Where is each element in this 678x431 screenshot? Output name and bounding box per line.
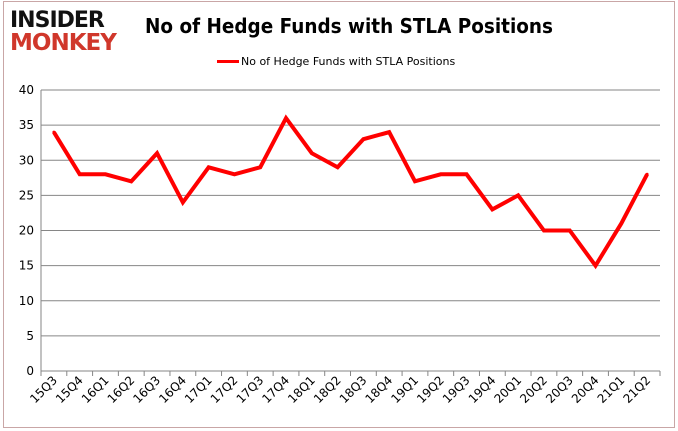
x-tick-label: 17Q2 <box>208 373 241 406</box>
data-point <box>439 172 443 176</box>
x-tick-label: 20Q4 <box>569 373 602 406</box>
data-point <box>232 172 236 176</box>
data-point <box>619 221 623 225</box>
chart-title: No of Hedge Funds with STLA Positions <box>145 14 553 38</box>
data-point <box>465 172 469 176</box>
data-point <box>129 179 133 183</box>
x-tick-label: 16Q4 <box>156 373 189 406</box>
x-tick-label: 20Q1 <box>491 373 524 406</box>
data-point <box>181 200 185 204</box>
data-point <box>155 151 159 155</box>
x-tick-label: 21Q2 <box>620 373 653 406</box>
x-tick-label: 20Q3 <box>543 373 576 406</box>
logo-line2: MONKEY <box>10 30 117 56</box>
logo-line1: INSIDER <box>10 8 105 33</box>
x-tick-label: 16Q2 <box>105 373 138 406</box>
x-tick-label: 19Q2 <box>414 373 447 406</box>
y-tick-label: 0 <box>26 364 34 378</box>
x-tick-label: 15Q4 <box>53 373 86 406</box>
x-tick-label: 17Q3 <box>234 373 267 406</box>
data-point <box>78 172 82 176</box>
data-point <box>336 165 340 169</box>
x-tick-label: 18Q4 <box>363 373 396 406</box>
x-tick-label: 20Q2 <box>517 373 550 406</box>
data-point <box>387 130 391 134</box>
legend: No of Hedge Funds with STLA Positions <box>217 55 455 68</box>
chart-frame <box>3 1 675 428</box>
data-point <box>516 193 520 197</box>
y-tick-label: 15 <box>19 259 34 273</box>
data-point <box>568 229 572 232</box>
data-point <box>645 172 649 176</box>
x-tick-label: 19Q1 <box>388 373 421 406</box>
data-point <box>207 165 211 169</box>
y-tick-label: 35 <box>19 118 34 132</box>
x-tick-label: 18Q3 <box>337 373 370 406</box>
data-point <box>542 229 546 232</box>
data-point <box>103 172 107 176</box>
legend-swatch <box>217 60 239 63</box>
y-tick-label: 20 <box>19 224 34 238</box>
y-tick-label: 40 <box>19 83 34 97</box>
x-tick-label: 21Q1 <box>595 373 628 406</box>
x-tick-label: 19Q3 <box>440 373 473 406</box>
data-point <box>310 151 314 155</box>
data-point <box>413 179 417 183</box>
x-tick-label: 15Q3 <box>27 373 60 406</box>
data-point <box>490 207 494 211</box>
y-tick-label: 25 <box>19 188 34 202</box>
data-point <box>594 264 598 268</box>
x-tick-label: 16Q3 <box>130 373 163 406</box>
legend-label: No of Hedge Funds with STLA Positions <box>241 55 456 68</box>
data-point <box>284 116 288 120</box>
series-line <box>52 114 649 270</box>
x-tick-label: 18Q2 <box>311 373 344 406</box>
x-tick-label: 19Q4 <box>466 373 499 406</box>
x-tick-label: 16Q1 <box>79 373 112 406</box>
x-tick-label: 18Q1 <box>285 373 318 406</box>
y-tick-label: 5 <box>26 329 34 343</box>
insider-monkey-logo: INSIDER MONKEY <box>10 8 128 56</box>
y-tick-label: 10 <box>19 294 34 308</box>
x-tick-label: 17Q1 <box>182 373 215 406</box>
x-tick-label: 17Q4 <box>259 373 292 406</box>
y-tick-label: 30 <box>19 153 34 167</box>
data-point <box>52 130 56 134</box>
data-point <box>361 137 365 141</box>
data-point <box>258 165 262 169</box>
